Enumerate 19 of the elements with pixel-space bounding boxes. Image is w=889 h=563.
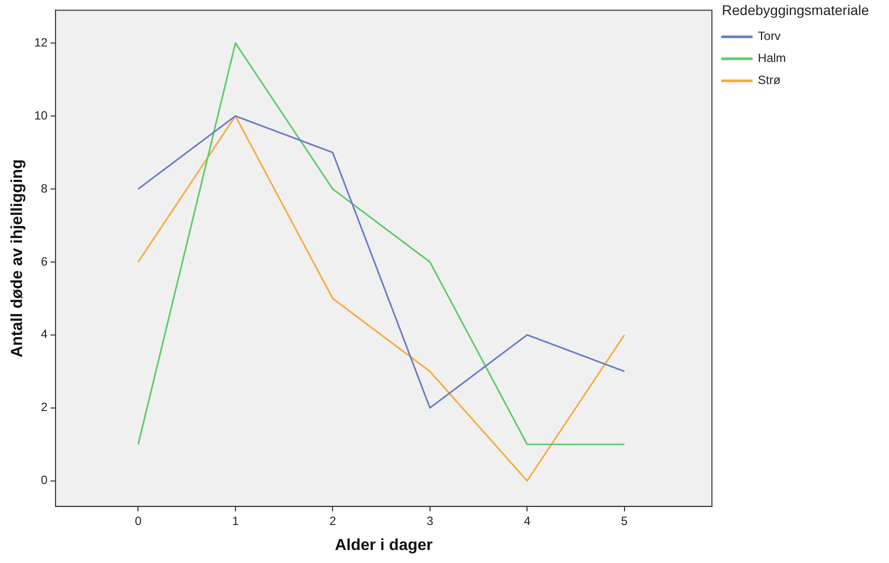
y-axis-title: Antall døde av ihjelligging xyxy=(9,159,26,358)
y-tick-label: 8 xyxy=(40,181,48,196)
x-tick-label: 5 xyxy=(621,514,628,528)
x-tick-label: 1 xyxy=(232,514,240,528)
x-tick-label: 0 xyxy=(134,514,142,528)
y-tick-label: 0 xyxy=(40,473,48,488)
x-tick-label: 4 xyxy=(524,514,531,528)
y-tick-label: 6 xyxy=(40,254,48,268)
y-tick-label: 2 xyxy=(40,400,48,414)
x-tick-label: 2 xyxy=(329,514,336,528)
y-tick-label: 10 xyxy=(34,108,48,122)
y-tick-label: 12 xyxy=(34,35,48,50)
legend-label: Strø xyxy=(758,73,782,88)
legend-label: Halm xyxy=(758,51,786,66)
legend-label: Torv xyxy=(758,29,781,44)
x-tick-label: 3 xyxy=(426,514,434,528)
legend-title: Redebyggingsmateriale xyxy=(722,2,870,18)
x-axis-title: Alder i dager xyxy=(334,536,433,554)
y-tick-label: 4 xyxy=(40,327,48,342)
